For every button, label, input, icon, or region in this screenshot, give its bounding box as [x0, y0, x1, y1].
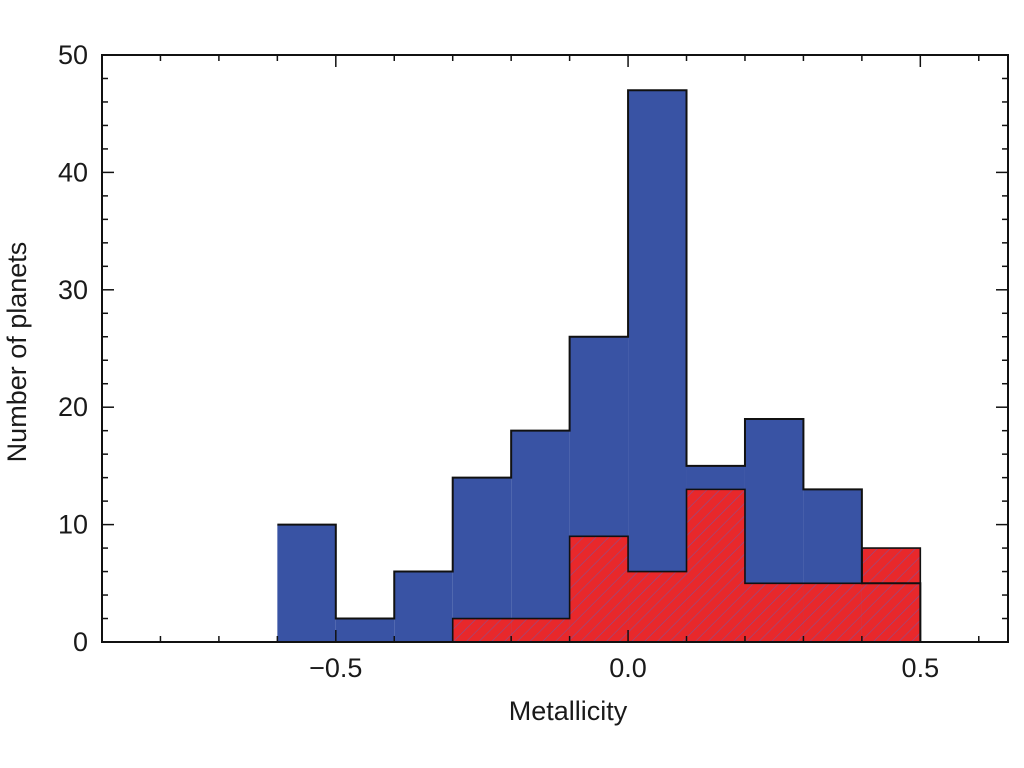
bar-red — [511, 618, 570, 642]
x-tick-label: 0.5 — [902, 653, 940, 683]
x-axis-title: Metallicity — [509, 696, 628, 726]
bar-red — [628, 571, 687, 642]
plot-frame — [101, 54, 1009, 643]
bar-red — [452, 618, 512, 642]
y-tick-label: 10 — [58, 510, 88, 540]
y-tick-label: 0 — [73, 627, 88, 657]
bar-blue — [511, 430, 570, 642]
y-tick-label: 30 — [58, 275, 88, 305]
bar-red — [569, 536, 629, 642]
bar-blue — [394, 571, 453, 642]
bar-blue — [277, 524, 336, 642]
bar-blue — [335, 618, 395, 642]
bar-red — [861, 548, 921, 642]
tick-labels: −0.5 0.0 0.5 0 10 20 30 40 50 — [58, 40, 939, 683]
bar-blue — [452, 477, 512, 642]
bar-red — [803, 583, 862, 642]
bar-red — [686, 489, 745, 642]
bar-blue — [628, 90, 687, 643]
series-red-bars — [452, 489, 921, 642]
bar-red — [744, 583, 804, 642]
step-outline-blue — [277, 89, 922, 642]
x-tick-label: −0.5 — [309, 653, 362, 683]
y-tick-label: 20 — [58, 392, 88, 422]
y-tick-label: 50 — [58, 40, 88, 70]
x-tick-label: 0.0 — [609, 653, 647, 683]
y-axis-title: Number of planets — [2, 242, 32, 463]
y-tick-label: 40 — [58, 157, 88, 187]
